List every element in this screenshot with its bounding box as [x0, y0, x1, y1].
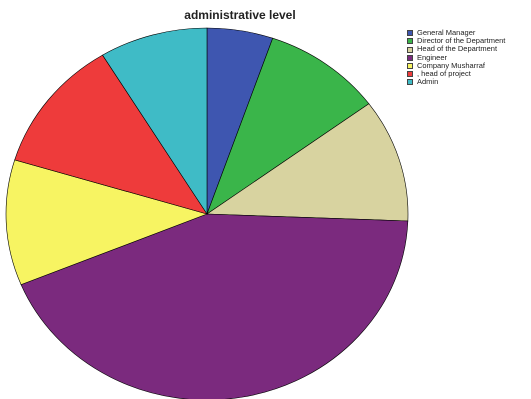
chart-legend: General Manager Director of the Departmen… — [407, 28, 506, 86]
legend-item: Engineer — [407, 52, 505, 62]
legend-label: General Manager — [417, 28, 476, 37]
chart-title: administrative level — [184, 8, 296, 22]
legend-swatch — [407, 62, 413, 69]
legend-item: , head of project — [407, 69, 505, 79]
legend-label: Engineer — [417, 52, 448, 62]
pie-slice-director-of-the-department — [206, 37, 370, 215]
legend-swatch — [407, 30, 413, 37]
legend-swatch — [407, 54, 413, 61]
legend-item: Company Musharraf — [407, 60, 505, 70]
legend-item: Director of the Department — [407, 36, 506, 46]
legend-label: , head of project — [417, 69, 471, 79]
legend-label: Director of the Department — [417, 36, 506, 46]
legend-item: General Manager — [407, 28, 505, 37]
pie-slice-company-musharraf — [5, 159, 208, 286]
pie-slice-engineer — [20, 213, 409, 399]
pie-slice-head-of-project — [14, 54, 208, 215]
legend-item: Admin — [407, 78, 505, 86]
legend-label: Admin — [417, 77, 439, 87]
legend-label: Company Musharraf — [417, 60, 485, 70]
pie-slice-head-of-the-department — [206, 103, 409, 222]
legend-item: Head of the Department — [407, 45, 505, 53]
legend-swatch — [407, 71, 413, 78]
legend-swatch — [407, 79, 413, 86]
pie-slice-admin — [102, 27, 208, 216]
legend-swatch — [407, 38, 413, 45]
legend-swatch — [407, 46, 413, 53]
legend-label: Head of the Department — [417, 44, 498, 54]
